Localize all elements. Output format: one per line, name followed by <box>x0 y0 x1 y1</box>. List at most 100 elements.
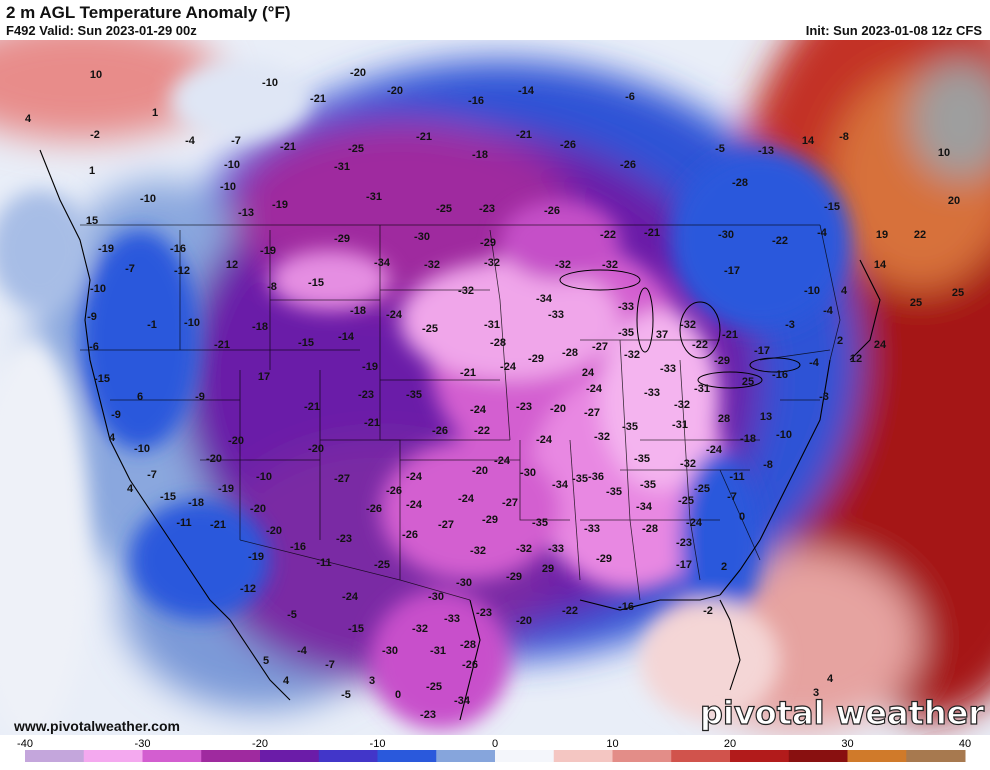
svg-text:-32: -32 <box>516 543 532 555</box>
svg-text:-15: -15 <box>94 373 110 385</box>
svg-text:28: 28 <box>718 413 730 425</box>
svg-text:-20: -20 <box>228 435 244 447</box>
svg-text:-26: -26 <box>432 425 448 437</box>
svg-text:-9: -9 <box>111 409 121 421</box>
anomaly-map-canvas: 10 4 1 -2 -4 -7 1 -10 -10 -10 -10 -20 -2… <box>0 40 990 735</box>
svg-text:-33: -33 <box>444 613 460 625</box>
svg-text:10: 10 <box>938 147 950 159</box>
svg-text:-24: -24 <box>500 361 517 373</box>
svg-text:-26: -26 <box>560 139 576 151</box>
colorbar: -40 -30 -20 -10 0 10 20 30 40 <box>0 735 990 765</box>
svg-text:-15: -15 <box>308 277 324 289</box>
svg-text:-23: -23 <box>420 709 436 721</box>
svg-text:-30: -30 <box>428 591 444 603</box>
svg-text:-5: -5 <box>287 609 297 621</box>
svg-text:-31: -31 <box>430 645 446 657</box>
brand-watermark: pivotal weather <box>700 694 984 732</box>
svg-text:3: 3 <box>813 687 819 699</box>
svg-text:-29: -29 <box>334 233 350 245</box>
svg-text:-32: -32 <box>602 259 618 271</box>
svg-text:-32: -32 <box>412 623 428 635</box>
svg-text:-20: -20 <box>550 403 566 415</box>
svg-text:-16: -16 <box>468 95 484 107</box>
svg-text:-21: -21 <box>214 339 230 351</box>
svg-text:25: 25 <box>952 287 964 299</box>
colorbar-swatch <box>671 750 731 762</box>
svg-text:-31: -31 <box>334 161 350 173</box>
colorbar-swatch <box>788 750 848 762</box>
svg-text:-29: -29 <box>714 355 730 367</box>
svg-text:-29: -29 <box>506 571 522 583</box>
svg-text:-24: -24 <box>406 499 423 511</box>
svg-text:-24: -24 <box>386 309 403 321</box>
svg-text:-35: -35 <box>640 479 656 491</box>
svg-text:-17: -17 <box>724 265 740 277</box>
svg-text:4: 4 <box>109 432 116 444</box>
svg-text:-20: -20 <box>250 503 266 515</box>
svg-text:-7: -7 <box>231 135 241 147</box>
svg-text:-14: -14 <box>518 85 535 97</box>
svg-text:-32: -32 <box>555 259 571 271</box>
svg-text:-5: -5 <box>341 689 351 701</box>
svg-text:-23: -23 <box>358 389 374 401</box>
svg-text:1: 1 <box>152 107 158 119</box>
colorbar-swatch <box>201 750 261 762</box>
svg-text:-20: -20 <box>350 67 366 79</box>
svg-text:1: 1 <box>89 165 95 177</box>
svg-text:4: 4 <box>827 673 834 685</box>
svg-text:-30: -30 <box>520 467 536 479</box>
svg-text:-29: -29 <box>528 353 544 365</box>
svg-text:22: 22 <box>914 229 926 241</box>
svg-text:-21: -21 <box>210 519 226 531</box>
svg-text:-32: -32 <box>680 458 696 470</box>
svg-text:4: 4 <box>25 113 32 125</box>
svg-text:-30: -30 <box>456 577 472 589</box>
svg-text:-4: -4 <box>185 135 196 147</box>
svg-text:-8: -8 <box>763 459 773 471</box>
svg-text:-18: -18 <box>252 321 268 333</box>
colorbar-tick-label: 20 <box>724 738 736 750</box>
svg-text:10: 10 <box>90 69 102 81</box>
svg-text:-33: -33 <box>548 309 564 321</box>
svg-text:-18: -18 <box>188 497 204 509</box>
svg-text:-33: -33 <box>644 387 660 399</box>
svg-text:-26: -26 <box>366 503 382 515</box>
colorbar-tick-label: 0 <box>492 738 498 750</box>
svg-text:-27: -27 <box>502 497 518 509</box>
svg-text:-10: -10 <box>776 429 792 441</box>
svg-text:-6: -6 <box>625 91 635 103</box>
svg-text:-6: -6 <box>89 341 99 353</box>
svg-text:4: 4 <box>841 285 848 297</box>
svg-text:-19: -19 <box>98 243 114 255</box>
svg-text:-24: -24 <box>686 517 703 529</box>
svg-text:24: 24 <box>874 339 887 351</box>
svg-text:-23: -23 <box>336 533 352 545</box>
svg-text:-14: -14 <box>338 331 355 343</box>
svg-text:-10: -10 <box>90 283 106 295</box>
svg-text:-28: -28 <box>732 177 748 189</box>
colorbar-swatch <box>318 750 378 762</box>
svg-text:14: 14 <box>874 259 887 271</box>
svg-text:-27: -27 <box>438 519 454 531</box>
svg-text:-10: -10 <box>184 317 200 329</box>
svg-text:-35: -35 <box>622 421 638 433</box>
svg-text:-12: -12 <box>240 583 256 595</box>
svg-text:-10: -10 <box>134 443 150 455</box>
svg-text:-24: -24 <box>494 455 511 467</box>
colorbar-tick-label: -20 <box>252 738 268 750</box>
svg-text:-30: -30 <box>382 645 398 657</box>
svg-text:-10: -10 <box>140 193 156 205</box>
svg-text:-25: -25 <box>374 559 390 571</box>
svg-text:24: 24 <box>582 367 595 379</box>
svg-text:-26: -26 <box>620 159 636 171</box>
svg-text:-25: -25 <box>694 483 710 495</box>
svg-text:-24: -24 <box>536 434 553 446</box>
svg-text:-32: -32 <box>458 285 474 297</box>
svg-text:-33: -33 <box>548 543 564 555</box>
svg-text:-20: -20 <box>472 465 488 477</box>
colorbar-swatch <box>495 750 555 762</box>
svg-text:-2: -2 <box>703 605 713 617</box>
svg-text:-2: -2 <box>90 129 100 141</box>
svg-text:-21: -21 <box>364 417 380 429</box>
svg-text:-33: -33 <box>584 523 600 535</box>
